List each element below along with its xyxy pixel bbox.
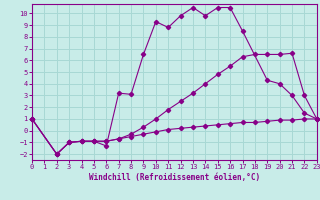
X-axis label: Windchill (Refroidissement éolien,°C): Windchill (Refroidissement éolien,°C) [89,173,260,182]
